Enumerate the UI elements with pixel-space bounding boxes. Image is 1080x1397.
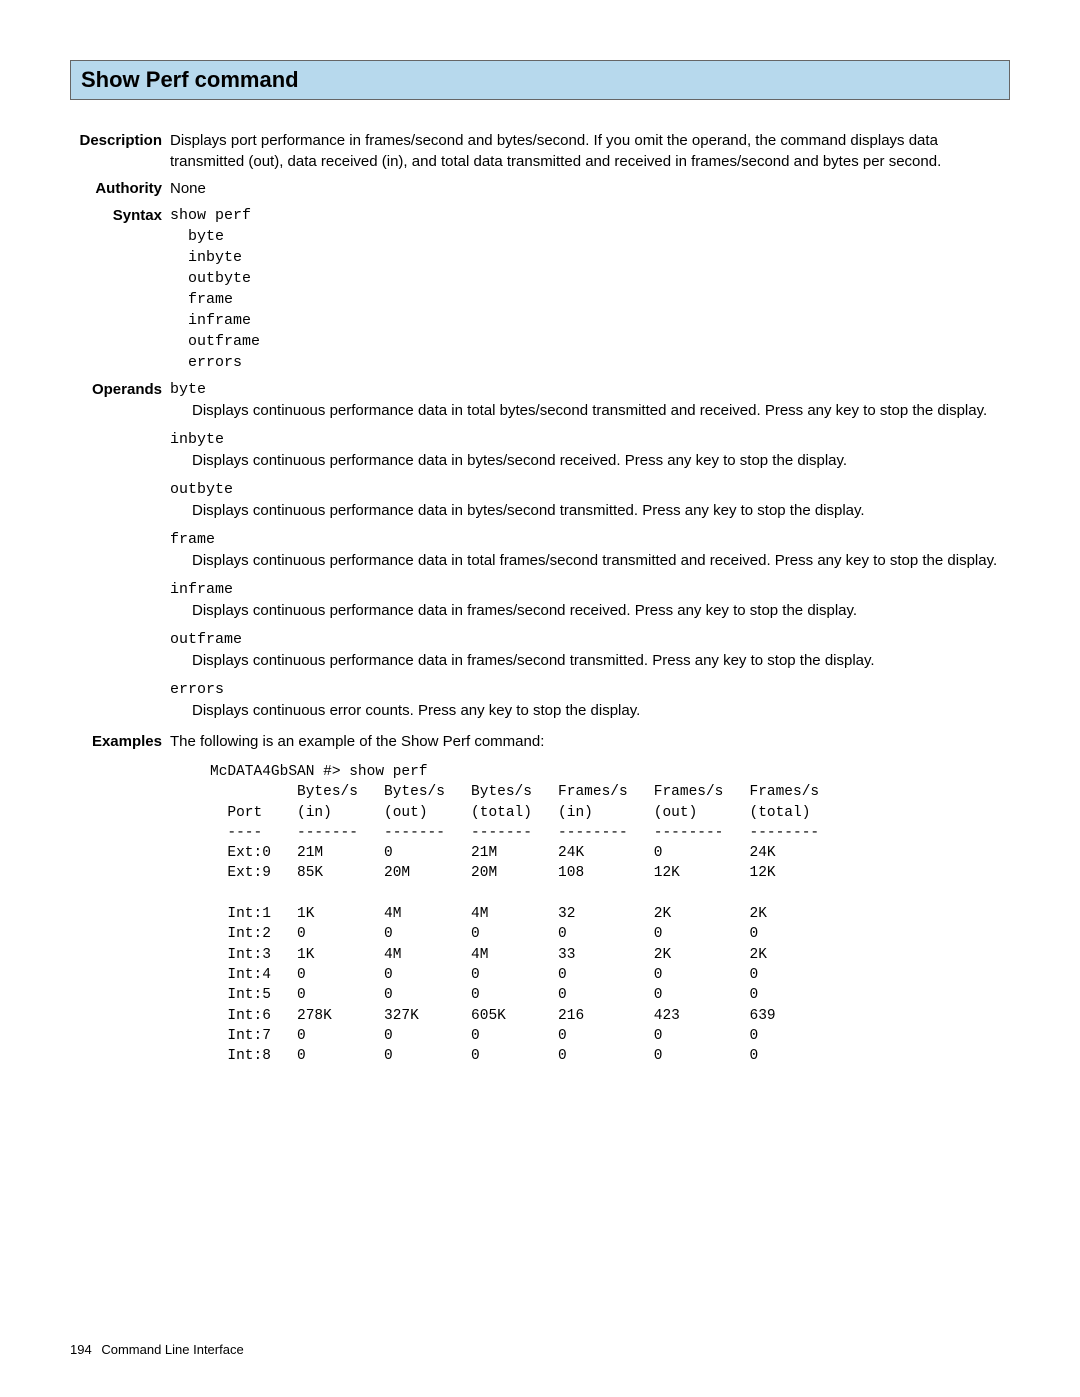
page-number: 194 — [70, 1342, 92, 1357]
operand-block: outbyteDisplays continuous performance d… — [170, 479, 1010, 521]
operand-block: byteDisplays continuous performance data… — [170, 379, 1010, 421]
authority-label: Authority — [70, 178, 170, 199]
authority-value: None — [170, 178, 1010, 199]
operand-desc: Displays continuous error counts. Press … — [170, 700, 1010, 721]
examples-row: Examples The following is an example of … — [70, 731, 1010, 1066]
page-footer: 194 Command Line Interface — [70, 1342, 244, 1357]
operand-desc: Displays continuous performance data in … — [170, 600, 1010, 621]
operand-name: errors — [170, 679, 1010, 700]
operand-desc: Displays continuous performance data in … — [170, 500, 1010, 521]
operand-name: byte — [170, 379, 1010, 400]
operand-block: errorsDisplays continuous error counts. … — [170, 679, 1010, 721]
operand-desc: Displays continuous performance data in … — [170, 650, 1010, 671]
operand-name: outframe — [170, 629, 1010, 650]
description-label: Description — [70, 130, 170, 172]
operand-block: frameDisplays continuous performance dat… — [170, 529, 1010, 571]
operands-body: byteDisplays continuous performance data… — [170, 379, 1010, 725]
authority-row: Authority None — [70, 178, 1010, 199]
examples-label: Examples — [70, 731, 170, 1066]
example-output: McDATA4GbSAN #> show perf Bytes/s Bytes/… — [170, 762, 1010, 1066]
operand-block: inbyteDisplays continuous performance da… — [170, 429, 1010, 471]
footer-text: Command Line Interface — [101, 1342, 243, 1357]
description-row: Description Displays port performance in… — [70, 130, 1010, 172]
operand-name: inframe — [170, 579, 1010, 600]
operand-block: inframeDisplays continuous performance d… — [170, 579, 1010, 621]
operand-name: inbyte — [170, 429, 1010, 450]
operand-desc: Displays continuous performance data in … — [170, 400, 1010, 421]
operands-row: Operands byteDisplays continuous perform… — [70, 379, 1010, 725]
syntax-lines: show perf byte inbyte outbyte frame infr… — [170, 205, 1010, 373]
operand-block: outframeDisplays continuous performance … — [170, 629, 1010, 671]
operand-name: outbyte — [170, 479, 1010, 500]
section-title: Show Perf command — [70, 60, 1010, 100]
examples-body: The following is an example of the Show … — [170, 731, 1010, 1066]
examples-intro: The following is an example of the Show … — [170, 731, 1010, 752]
syntax-row: Syntax show perf byte inbyte outbyte fra… — [70, 205, 1010, 373]
operand-desc: Displays continuous performance data in … — [170, 550, 1010, 571]
description-text: Displays port performance in frames/seco… — [170, 130, 1010, 172]
syntax-body: show perf byte inbyte outbyte frame infr… — [170, 205, 1010, 373]
operands-label: Operands — [70, 379, 170, 725]
page: Show Perf command Description Displays p… — [0, 0, 1080, 1397]
syntax-label: Syntax — [70, 205, 170, 373]
operand-desc: Displays continuous performance data in … — [170, 450, 1010, 471]
operand-name: frame — [170, 529, 1010, 550]
